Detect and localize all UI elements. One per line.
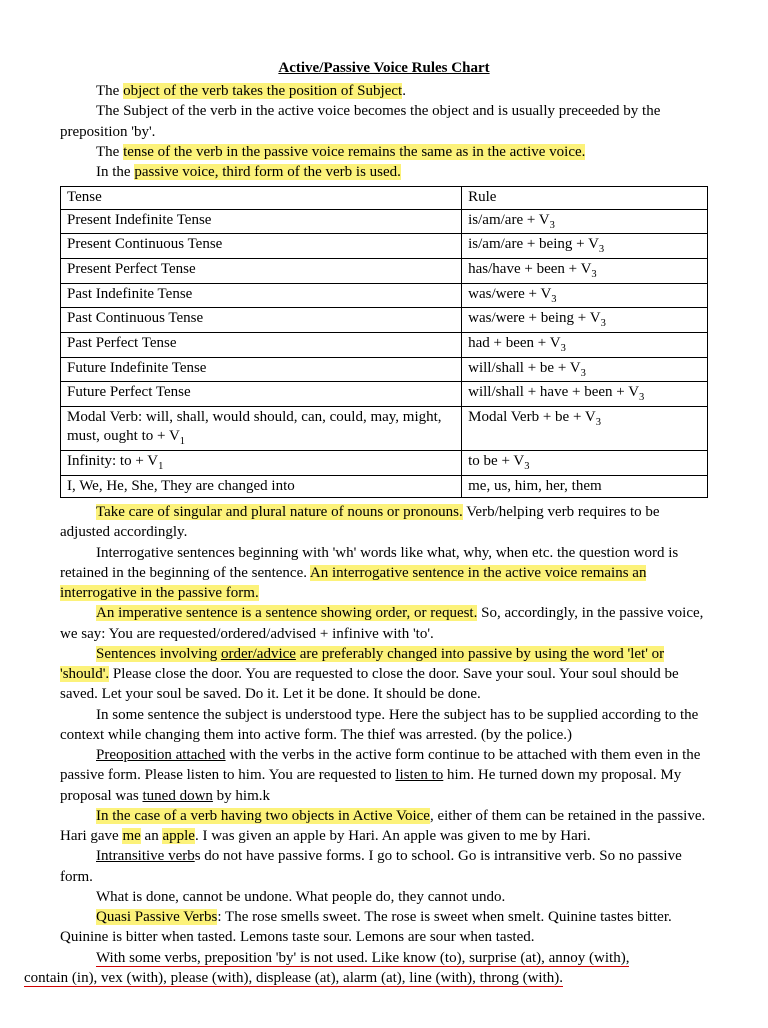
- p6: Interrogative sentences beginning with '…: [60, 543, 708, 604]
- text: .: [402, 83, 406, 99]
- td-rule: will/shall + have + been + V3: [462, 382, 708, 407]
- td-rule: has/have + been + V3: [462, 259, 708, 284]
- table-row: Present Perfect Tensehas/have + been + V…: [61, 259, 708, 284]
- intro-p4: In the passive voice, third form of the …: [60, 162, 708, 182]
- td-tense: Past Perfect Tense: [61, 332, 462, 357]
- p10: Preoposition attached with the verbs in …: [60, 745, 708, 806]
- th-tense: Tense: [61, 187, 462, 210]
- td-tense: Future Perfect Tense: [61, 382, 462, 407]
- p9: In some sentence the subject is understo…: [60, 705, 708, 746]
- td-rule: me, us, him, her, them: [462, 475, 708, 498]
- text: Sentences involving: [96, 646, 221, 662]
- td-rule: will/shall + be + V3: [462, 357, 708, 382]
- table-row: I, We, He, She, They are changed intome,…: [61, 475, 708, 498]
- highlight: An imperative sentence is a sentence sho…: [96, 605, 477, 621]
- underline: Preoposition attached: [96, 747, 226, 763]
- underline: Intransitive verb: [96, 848, 195, 864]
- table-row: Tense Rule: [61, 187, 708, 210]
- intro-p2: The Subject of the verb in the active vo…: [60, 101, 708, 142]
- highlight: passive voice, third form of the verb is…: [134, 164, 401, 180]
- highlight: object of the verb takes the position of…: [123, 83, 402, 99]
- text: an: [141, 828, 163, 844]
- td-tense: Modal Verb: will, shall, would should, c…: [61, 406, 462, 450]
- p12: Intransitive verbs do not have passive f…: [60, 846, 708, 887]
- td-tense: Present Perfect Tense: [61, 259, 462, 284]
- highlight: Quasi Passive Verbs: [96, 909, 217, 925]
- document-page: Active/Passive Voice Rules Chart The obj…: [0, 0, 768, 1028]
- p7: An imperative sentence is a sentence sho…: [60, 603, 708, 644]
- table-row: Infinity: to + V1to be + V3: [61, 451, 708, 476]
- intro-p1: The object of the verb takes the positio…: [60, 81, 708, 101]
- text: by him.k: [213, 788, 270, 804]
- underline: order/advice: [221, 646, 296, 662]
- table-row: Past Indefinite Tensewas/were + V3: [61, 283, 708, 308]
- text: Please close the door. You are requested…: [60, 666, 679, 702]
- text: The: [96, 83, 123, 99]
- td-tense: Present Continuous Tense: [61, 234, 462, 259]
- rules-table: Tense Rule Present Indefinite Tenseis/am…: [60, 186, 708, 498]
- td-tense: Past Indefinite Tense: [61, 283, 462, 308]
- table-row: Modal Verb: will, shall, would should, c…: [61, 406, 708, 450]
- td-tense: Present Indefinite Tense: [61, 209, 462, 234]
- table-row: Future Indefinite Tensewill/shall + be +…: [61, 357, 708, 382]
- td-rule: was/were + being + V3: [462, 308, 708, 333]
- td-rule: is/am/are + being + V3: [462, 234, 708, 259]
- underline: tuned down: [143, 788, 213, 804]
- table-row: Past Continuous Tensewas/were + being + …: [61, 308, 708, 333]
- highlight: me: [122, 828, 140, 844]
- td-tense: Past Continuous Tense: [61, 308, 462, 333]
- table-row: Future Perfect Tensewill/shall + have + …: [61, 382, 708, 407]
- td-rule: had + been + V3: [462, 332, 708, 357]
- intro-p3: The tense of the verb in the passive voi…: [60, 142, 708, 162]
- highlight: In the case of a verb having two objects…: [96, 808, 430, 824]
- text: . I was given an apple by Hari. An apple…: [195, 828, 591, 844]
- highlight: Take care of singular and plural nature …: [96, 504, 463, 520]
- red-underline: contain (in), vex (with), please (with),…: [24, 970, 563, 987]
- underline: listen to: [395, 767, 443, 783]
- td-rule: was/were + V3: [462, 283, 708, 308]
- td-tense: Infinity: to + V1: [61, 451, 462, 476]
- page-title: Active/Passive Voice Rules Chart: [60, 60, 708, 77]
- table-row: Present Indefinite Tenseis/am/are + V3: [61, 209, 708, 234]
- td-rule: Modal Verb + be + V3: [462, 406, 708, 450]
- p8: Sentences involving order/advice are pre…: [60, 644, 708, 705]
- text: In the: [96, 164, 134, 180]
- p5: Take care of singular and plural nature …: [60, 502, 708, 543]
- table-row: Present Continuous Tenseis/am/are + bein…: [61, 234, 708, 259]
- td-tense: Future Indefinite Tense: [61, 357, 462, 382]
- highlight: apple: [162, 828, 194, 844]
- text: The: [96, 144, 123, 160]
- p14: Quasi Passive Verbs: The rose smells swe…: [60, 907, 708, 948]
- p13: What is done, cannot be undone. What peo…: [60, 887, 708, 907]
- th-rule: Rule: [462, 187, 708, 210]
- highlight: tense of the verb in the passive voice r…: [123, 144, 585, 160]
- p15: With some verbs, preposition 'by' is not…: [60, 948, 708, 989]
- td-rule: to be + V3: [462, 451, 708, 476]
- red-underline: With some verbs, preposition 'by' is not…: [96, 950, 629, 967]
- td-rule: is/am/are + V3: [462, 209, 708, 234]
- td-tense: I, We, He, She, They are changed into: [61, 475, 462, 498]
- table-row: Past Perfect Tensehad + been + V3: [61, 332, 708, 357]
- p11: In the case of a verb having two objects…: [60, 806, 708, 847]
